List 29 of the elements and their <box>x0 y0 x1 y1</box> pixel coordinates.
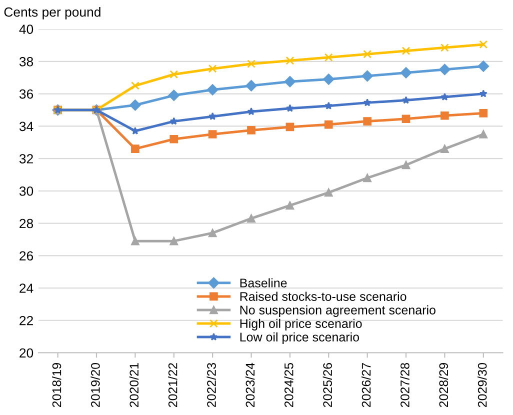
y-tick-label: 22 <box>20 316 33 326</box>
x-tick-label: 2027/28 <box>400 363 410 408</box>
x-tick-label: 2019/20 <box>90 362 100 408</box>
x-tick-label: 2028/29 <box>438 363 448 408</box>
x-tick-label: 2026/27 <box>362 363 371 408</box>
x-tick-label: 2024/25 <box>284 362 294 408</box>
x-tick-label: 2021/22 <box>168 363 178 408</box>
x-tick-label: 2023/24 <box>245 362 255 408</box>
y-tick-label: 26 <box>20 251 34 261</box>
legend-label: Raised stocks-to-use scenario <box>240 292 406 301</box>
x-tick-label: 2020/21 <box>129 363 139 408</box>
legend-label: Low oil price scenario <box>240 332 360 344</box>
x-tick-label: 2025/26 <box>322 363 332 408</box>
x-tick-label: 2018/19 <box>52 363 62 408</box>
y-tick-label: 24 <box>20 284 34 293</box>
y-tick-label: 40 <box>19 24 34 34</box>
legend-label: No suspension agreement scenario <box>240 305 436 317</box>
y-tick-label: 28 <box>20 218 34 228</box>
x-tick-label: 2029/30 <box>478 362 487 408</box>
y-tick-label: 30 <box>19 186 34 196</box>
x-tick-label: 2022/23 <box>206 363 216 408</box>
legend-label: Baseline <box>240 278 287 288</box>
y-tick-label: 20 <box>20 348 34 358</box>
y-tick-label: 36 <box>19 89 34 99</box>
y-tick-label: 32 <box>19 154 33 164</box>
y-axis-title: Cents per pound <box>4 7 100 20</box>
y-tick-label: 34 <box>19 122 34 132</box>
legend-label: High oil price scenario <box>240 318 362 330</box>
y-tick-label: 38 <box>19 56 34 66</box>
